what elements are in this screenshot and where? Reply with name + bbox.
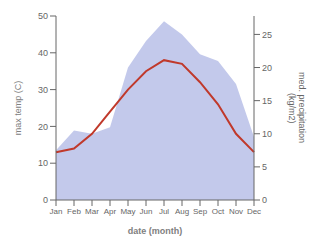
svg-text:0: 0: [262, 195, 267, 205]
svg-text:date (month): date (month): [128, 226, 183, 236]
svg-text:Dec: Dec: [247, 207, 261, 216]
svg-text:5: 5: [262, 162, 267, 172]
svg-text:10: 10: [38, 158, 48, 168]
svg-text:Feb: Feb: [67, 207, 81, 216]
svg-text:Apr: Apr: [104, 207, 117, 216]
svg-text:10: 10: [262, 129, 272, 139]
svg-text:50: 50: [38, 11, 48, 21]
svg-text:Jul: Jul: [159, 207, 169, 216]
svg-text:40: 40: [38, 48, 48, 58]
svg-text:15: 15: [262, 96, 272, 106]
svg-text:Oct: Oct: [212, 207, 225, 216]
svg-text:Nov: Nov: [229, 207, 243, 216]
svg-text:Mar: Mar: [85, 207, 99, 216]
svg-text:May: May: [120, 207, 135, 216]
svg-text:0: 0: [43, 195, 48, 205]
svg-text:25: 25: [262, 30, 272, 40]
svg-text:30: 30: [38, 85, 48, 95]
svg-text:20: 20: [262, 63, 272, 73]
svg-text:Sep: Sep: [193, 207, 208, 216]
svg-text:Aug: Aug: [175, 207, 189, 216]
html-text:med. precipitation (kg/m2): med. precipitation (kg/m2): [287, 72, 308, 144]
svg-text:20: 20: [38, 122, 48, 132]
svg-text:max temp (C): max temp (C): [13, 81, 23, 136]
svg-text:Jun: Jun: [140, 207, 153, 216]
svg-text:Jan: Jan: [50, 207, 63, 216]
